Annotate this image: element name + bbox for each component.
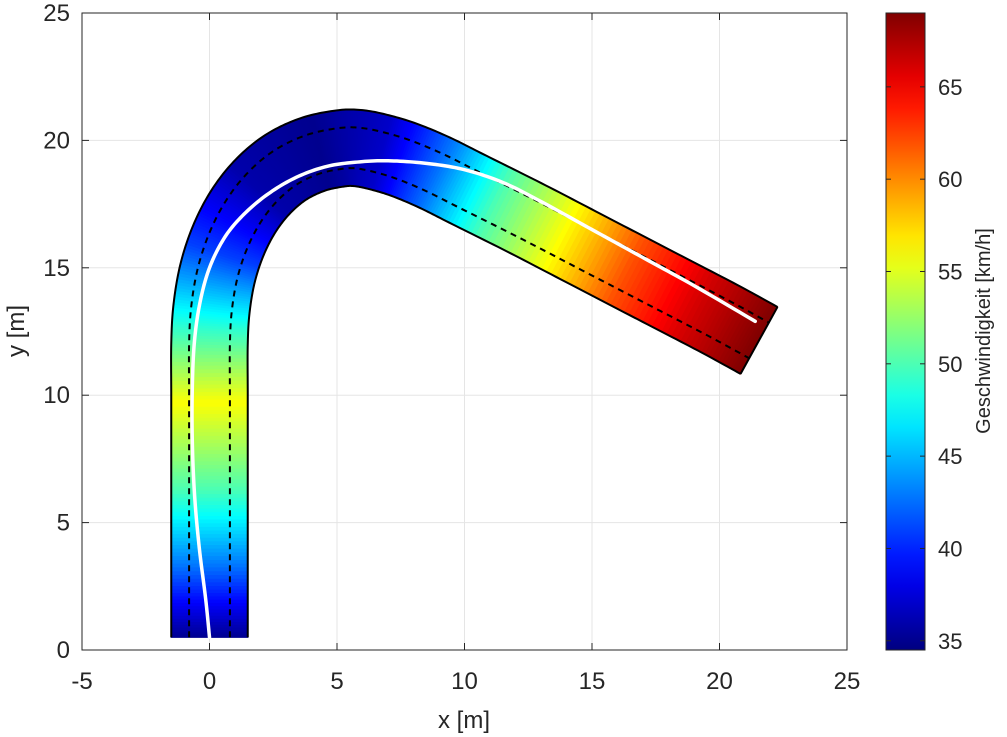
y-tick-label: 5 (57, 510, 70, 537)
colorbar-tick-label: 60 (938, 167, 962, 192)
x-tick-label: -5 (71, 668, 92, 695)
x-tick-label: 10 (451, 668, 478, 695)
x-tick-label: 20 (706, 668, 733, 695)
colorbar-tick-label: 45 (938, 444, 962, 469)
road-edge-right (246, 184, 742, 638)
road-edge-left (170, 108, 778, 638)
y-tick-label: 25 (43, 0, 70, 27)
y-tick-label: 15 (43, 255, 70, 282)
x-tick-label: 5 (330, 668, 343, 695)
road-end-cap (739, 306, 779, 375)
y-axis-label: y [m] (3, 305, 30, 357)
vehicle-path (190, 158, 757, 640)
x-tick-label: 25 (834, 668, 861, 695)
colorbar-tick-label: 35 (938, 629, 962, 654)
road-lines (170, 108, 779, 640)
lane-line-right (228, 167, 750, 638)
x-tick-label: 0 (203, 668, 216, 695)
colorbar-tick-label: 65 (938, 75, 962, 100)
y-tick-label: 20 (43, 127, 70, 154)
y-tick-label: 10 (43, 382, 70, 409)
x-axis-label: x [m] (438, 707, 490, 734)
colorbar-tick-label: 50 (938, 352, 962, 377)
colorbar-label: Geschwindigkeit [km/h] (973, 228, 995, 434)
x-tick-label: 15 (579, 668, 606, 695)
colorbar: 35 40 45 50 55 60 65 (885, 12, 962, 654)
colorbar-bar (885, 12, 926, 651)
colorbar-tick-label: 40 (938, 536, 962, 561)
y-tick-label: 0 (57, 637, 70, 664)
colorbar-tick-label: 55 (938, 259, 962, 284)
